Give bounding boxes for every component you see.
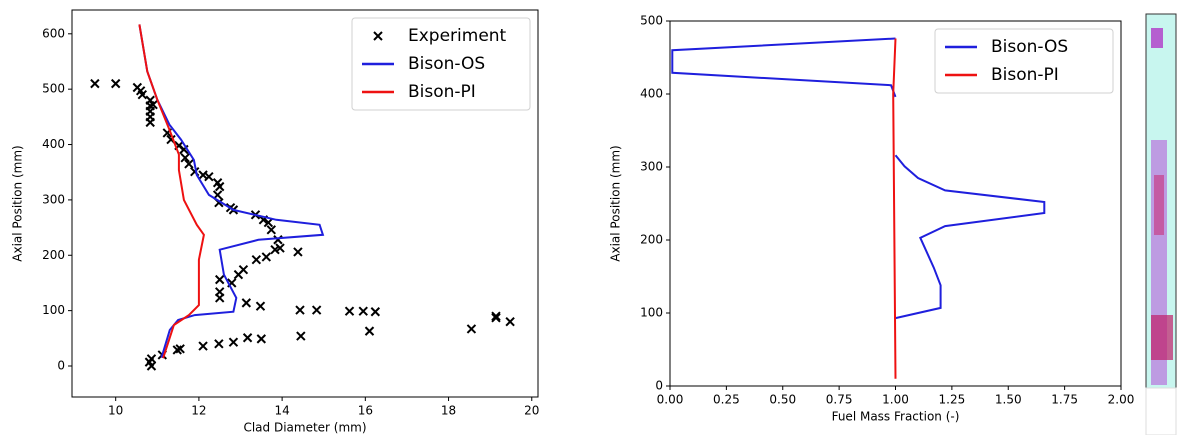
- marker: [295, 305, 305, 315]
- marker: [505, 316, 515, 327]
- x-tick-label: 12: [191, 404, 206, 418]
- x-tick-label: 16: [358, 404, 373, 418]
- x-tick-label: 1.75: [1051, 393, 1078, 407]
- y-tick-label: 0: [655, 379, 663, 393]
- marker: [241, 298, 252, 308]
- x-tick-label: 0.75: [826, 393, 853, 407]
- legend-label: Bison-OS: [991, 37, 1068, 57]
- y-tick-label: 600: [42, 26, 65, 40]
- strip-fuel-bottom: [1151, 315, 1173, 360]
- legend-box: [351, 17, 531, 111]
- marker: [261, 252, 272, 262]
- strip-fuel-top: [1151, 28, 1163, 48]
- marker: [311, 305, 322, 315]
- x-tick-label: 0.25: [713, 393, 740, 407]
- legend-box: [934, 28, 1114, 94]
- marker: [491, 313, 501, 323]
- x-tick-label: 10: [108, 404, 123, 418]
- marker: [255, 301, 266, 311]
- marker: [273, 235, 283, 245]
- marker: [214, 181, 225, 192]
- marker: [110, 78, 121, 89]
- y-axis-title: Axial Position (mm): [609, 145, 623, 261]
- legend-label: Bison-PI: [408, 82, 476, 102]
- y-tick-label: 300: [640, 160, 663, 174]
- x-tick-label: 1.25: [939, 393, 966, 407]
- y-tick-label: 200: [42, 248, 65, 262]
- marker: [242, 333, 253, 343]
- marker: [358, 306, 368, 316]
- marker: [233, 269, 244, 280]
- fuel-image-strip: [1145, 13, 1177, 435]
- marker: [137, 90, 148, 100]
- strip-fuel-hot: [1154, 175, 1164, 235]
- series-line: [138, 24, 205, 359]
- marker: [251, 254, 262, 265]
- marker: [214, 339, 224, 349]
- marker: [263, 217, 274, 228]
- y-tick-label: 500: [42, 82, 65, 96]
- plot-frame: [71, 9, 539, 398]
- x-tick-label: 2.00: [1108, 393, 1135, 407]
- marker: [90, 78, 100, 89]
- marker: [466, 324, 477, 334]
- x-tick-label: 18: [441, 404, 456, 418]
- marker: [344, 306, 355, 316]
- marker: [172, 345, 182, 355]
- legend-marker: [373, 31, 383, 41]
- marker: [270, 245, 280, 255]
- y-tick-label: 100: [640, 306, 663, 320]
- x-tick-label: 1.00: [882, 393, 909, 407]
- marker: [256, 334, 267, 344]
- y-tick-label: 100: [42, 303, 65, 317]
- plot-frame: [669, 20, 1122, 387]
- y-tick-label: 500: [640, 14, 663, 28]
- x-tick-label: 20: [524, 404, 539, 418]
- x-tick-label: 0.50: [769, 393, 796, 407]
- marker: [370, 307, 381, 317]
- marker: [228, 337, 239, 347]
- y-axis-title: Axial Position (mm): [11, 145, 25, 261]
- marker: [491, 311, 501, 321]
- legend-label: Bison-OS: [408, 54, 485, 74]
- y-tick-label: 400: [640, 87, 663, 101]
- marker: [214, 293, 225, 303]
- strip-footer: [1145, 387, 1177, 435]
- marker: [296, 331, 306, 341]
- x-tick-label: 14: [274, 404, 289, 418]
- y-tick-label: 0: [57, 358, 65, 372]
- series-line: [138, 24, 325, 358]
- x-tick-label: 1.50: [995, 393, 1022, 407]
- marker: [198, 341, 208, 351]
- series-line: [892, 38, 897, 379]
- x-axis-title: Clad Diameter (mm): [243, 421, 366, 435]
- x-axis-title: Fuel Mass Fraction (-): [832, 410, 960, 424]
- legend-label: Experiment: [408, 26, 507, 46]
- marker: [293, 247, 303, 257]
- y-tick-label: 400: [42, 137, 65, 151]
- marker: [180, 153, 190, 163]
- marker: [204, 171, 214, 182]
- marker: [364, 326, 375, 336]
- x-tick-label: 0.00: [657, 393, 684, 407]
- marker: [184, 159, 194, 169]
- marker: [148, 99, 158, 110]
- marker: [145, 117, 155, 128]
- marker: [214, 274, 225, 285]
- marker: [146, 361, 157, 371]
- marker: [266, 225, 277, 235]
- y-tick-label: 300: [42, 192, 65, 206]
- y-tick-label: 200: [640, 233, 663, 247]
- legend-label: Bison-PI: [991, 65, 1059, 85]
